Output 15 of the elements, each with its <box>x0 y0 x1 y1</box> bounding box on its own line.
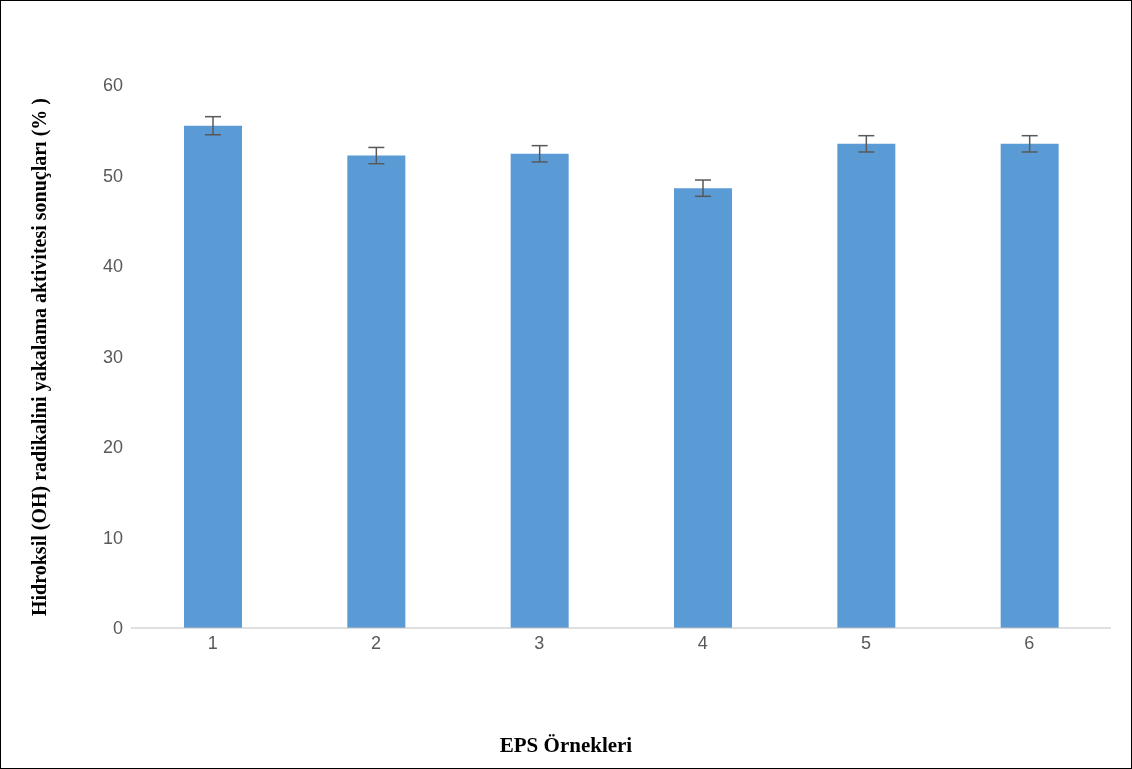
x-tick-label: 5 <box>860 632 872 653</box>
y-tick-label: 60 <box>102 75 123 96</box>
y-tick-label: 0 <box>112 618 123 639</box>
x-axis-title: EPS Örnekleri <box>498 733 634 758</box>
x-tick-label: 6 <box>1024 632 1035 653</box>
x-tick-label: 3 <box>534 632 545 653</box>
y-tick-label: 50 <box>102 165 123 186</box>
y-tick-label: 40 <box>102 256 123 277</box>
x-tick-label: 1 <box>207 632 218 653</box>
y-tick-label: 20 <box>102 437 123 458</box>
y-axis-title: Hidroksil (OH) radikalini yakalama aktivitesi sonuçları (% ) <box>27 97 51 617</box>
x-tick-label: 2 <box>370 632 382 653</box>
x-tick-label: 4 <box>697 632 708 653</box>
y-tick-label: 10 <box>102 527 123 548</box>
y-tick-label: 30 <box>102 346 123 367</box>
